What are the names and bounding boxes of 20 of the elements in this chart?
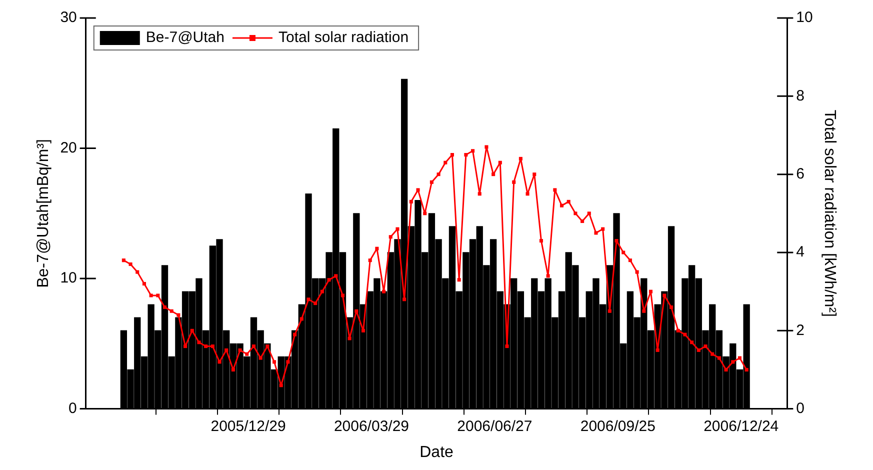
- y2-tick-label: 10: [796, 9, 813, 26]
- y2-tick-label: 6: [796, 165, 804, 182]
- y2-axis-title: Total solar radiation [kWh/m²]: [820, 110, 838, 317]
- y-tick-label: 30: [60, 9, 77, 26]
- x-tick-label: 2005/12/29: [210, 418, 286, 435]
- legend-label: Be-7@Utah: [146, 29, 224, 46]
- y2-tick-label: 0: [796, 400, 804, 417]
- y-tick-label: 20: [60, 139, 77, 156]
- y2-tick-label: 8: [796, 87, 804, 104]
- y-tick-label: 0: [68, 400, 77, 417]
- y2-tick-label: 2: [796, 322, 804, 339]
- x-tick-label: 2006/06/27: [457, 418, 532, 435]
- y-tick-label: 10: [60, 270, 77, 287]
- y-axis-title: Be-7@Utah[mBq/m³]: [35, 139, 52, 288]
- legend-label: Total solar radiation: [278, 29, 409, 46]
- x-tick-label: 2006/09/25: [580, 418, 656, 435]
- x-tick-label: 2006/12/24: [704, 418, 779, 435]
- y2-tick-label: 4: [796, 244, 804, 261]
- x-axis-title: Date: [420, 444, 454, 461]
- x-tick-label: 2006/03/29: [334, 418, 410, 435]
